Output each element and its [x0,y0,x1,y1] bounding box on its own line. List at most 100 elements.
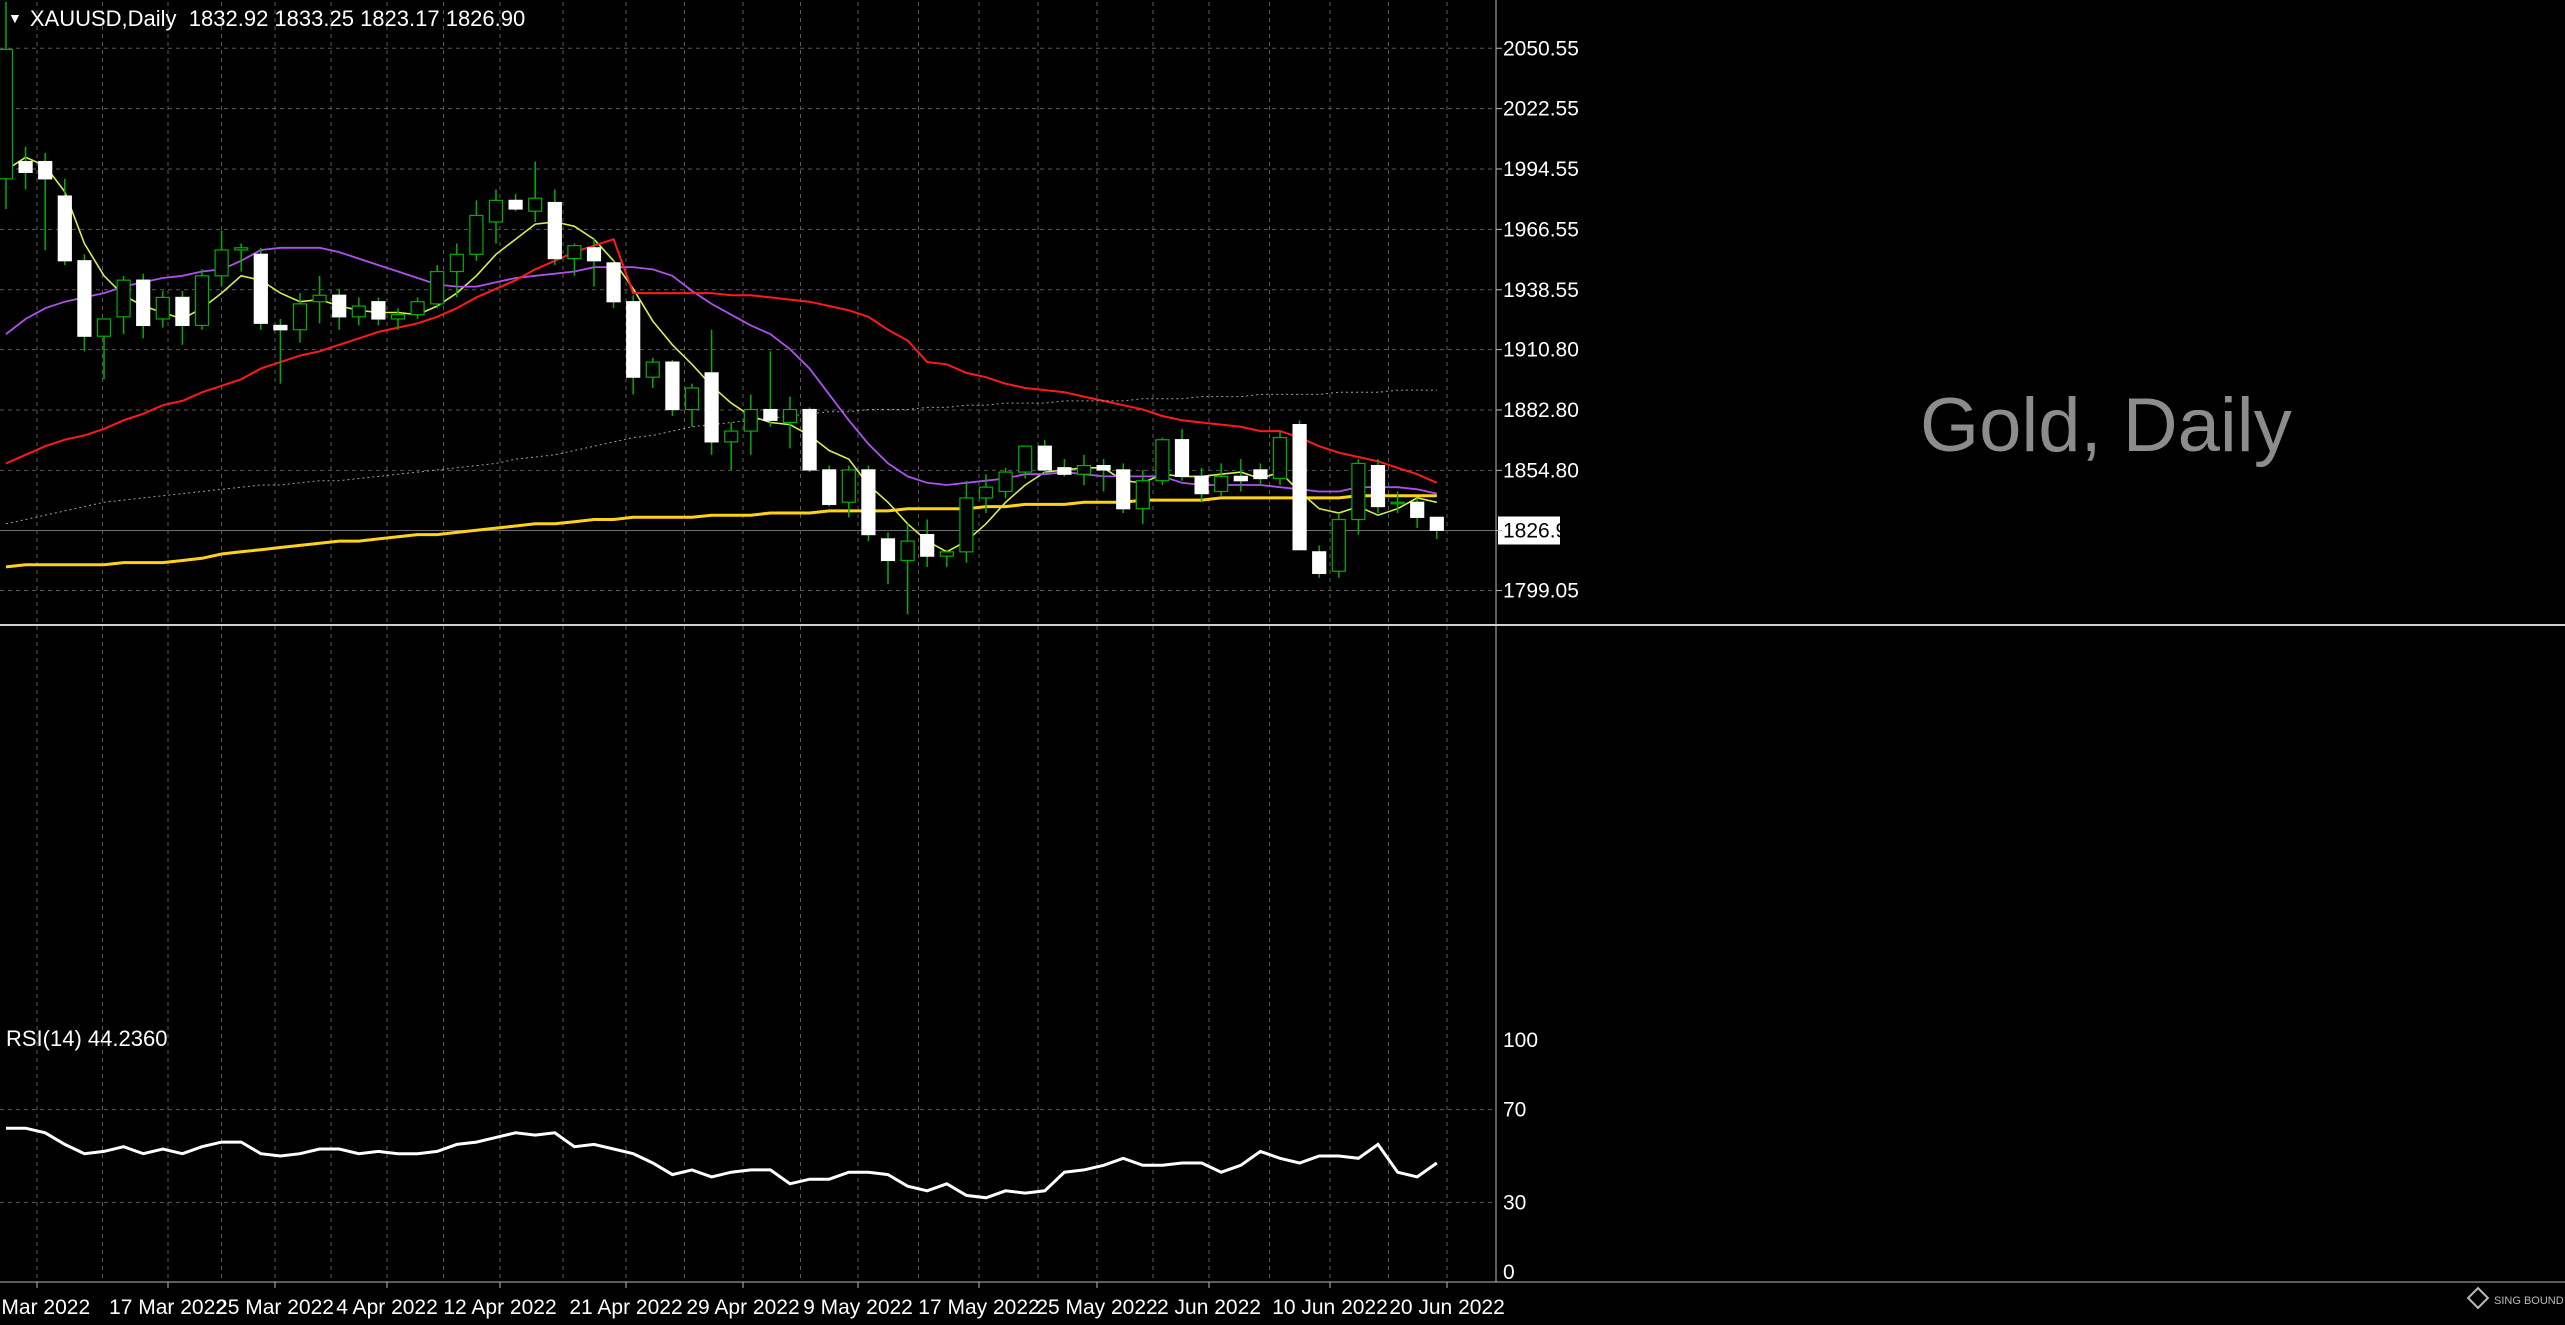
x-tick-label: 9 May 2022 [803,1296,913,1319]
candle [586,239,602,287]
candle [371,297,386,326]
candles [0,2,1444,615]
candle-body-bear [920,533,935,557]
symbol-label: XAUUSD,Daily [29,6,177,31]
candle-body-bull [939,551,954,557]
candle-body-bear [1037,445,1052,471]
candle [567,243,582,276]
candle [763,351,778,427]
candle [351,297,366,326]
y-tick-label: 2022.55 [1503,98,1579,121]
candle-body-bear [606,262,621,303]
candle [920,519,935,567]
candle-body-bear [1174,439,1190,477]
candle-body-bear [38,160,53,180]
candle-body-bear [861,469,876,536]
candle [449,243,464,298]
candle-body-bear [273,324,288,331]
candle-body-bull [1135,480,1150,510]
candle-body-bear [1096,464,1111,471]
candle-body-bear [175,296,190,327]
candle [1174,428,1190,481]
candle-body-bull [155,296,170,320]
y-tick-label: 1799.05 [1503,580,1579,603]
candle [1155,437,1170,485]
grid [0,2,1496,1282]
candle [175,290,190,345]
chart-header: ▼ XAUUSD,Daily 1832.92 1833.25 1823.17 18… [8,6,525,32]
candle-body-bull [1018,445,1033,473]
candle-body-bull [567,245,582,260]
x-tick-label: 17 May 2022 [918,1296,1039,1319]
candle-body-bear [1370,464,1386,508]
y-tick-label: 1826.90 [1503,519,1579,542]
candle [959,480,974,563]
candle [743,394,758,455]
rsi-label: RSI(14) 44.2360 [6,1026,168,1051]
candle-body-bear [665,361,680,411]
x-tick-label: 2 Jun 2022 [1157,1296,1261,1319]
rsi-level-label: 70 [1503,1099,1526,1122]
candle [1351,459,1366,535]
candle-body-bull [430,270,445,305]
candle-body-bull [900,540,915,562]
candle [469,200,484,261]
candle [253,247,268,330]
candle-body-bear [822,469,837,506]
candle [312,275,327,324]
candle-body-bull [1272,436,1288,480]
candle [488,189,504,244]
candle [802,407,817,473]
candle-body-bull [1076,464,1092,475]
candle [77,254,92,352]
candle-body-bear [1410,501,1425,518]
candle [900,523,915,615]
candle-body-bull [488,199,504,223]
x-tick-label: 9 Mar 2022 [0,1296,90,1319]
candle-body-bear [704,372,719,443]
candle [626,295,641,395]
candle [1272,431,1288,485]
candle-body-bull [410,301,425,316]
candle [1233,459,1248,492]
candle-body-bull [528,197,543,212]
candle [390,308,406,330]
candle-body-bull [194,275,210,327]
x-tick-label: 21 Apr 2022 [569,1296,682,1319]
candle-body-bull [234,247,249,251]
candle-body-bear [802,408,817,471]
candle-body-bear [1429,516,1444,531]
candle-body-bull [724,430,739,443]
candle [57,178,72,266]
candle-body-bear [1116,469,1131,510]
candle [547,189,562,266]
candle-body-bull [1390,501,1405,505]
rsi-level-label: 0 [1503,1261,1515,1284]
candle [0,2,14,209]
collapse-triangle-icon[interactable]: ▼ [8,10,22,26]
y-tick-label: 1994.55 [1503,158,1579,181]
candle-body-bear [332,294,347,318]
candle-body-bear [586,247,602,262]
candle-body-bull [841,469,856,503]
candle [214,230,229,287]
candle-body-bull [998,471,1013,493]
y-tick-label: 1966.55 [1503,218,1579,241]
candle-body-bull [1331,518,1346,572]
candle-body-bull [116,279,131,318]
ma-mid-line [5,246,1437,495]
candle [939,549,954,567]
candle-body-bull [390,314,406,320]
candle [1410,497,1425,529]
x-tick-label: 12 Apr 2022 [443,1296,556,1319]
candle [18,146,33,190]
candle [645,357,660,388]
candle-body-bull [449,253,464,273]
candle [782,396,798,449]
candle [1194,467,1209,503]
candle-body-bear [626,301,641,378]
candle [1253,463,1268,485]
candle [861,465,876,542]
